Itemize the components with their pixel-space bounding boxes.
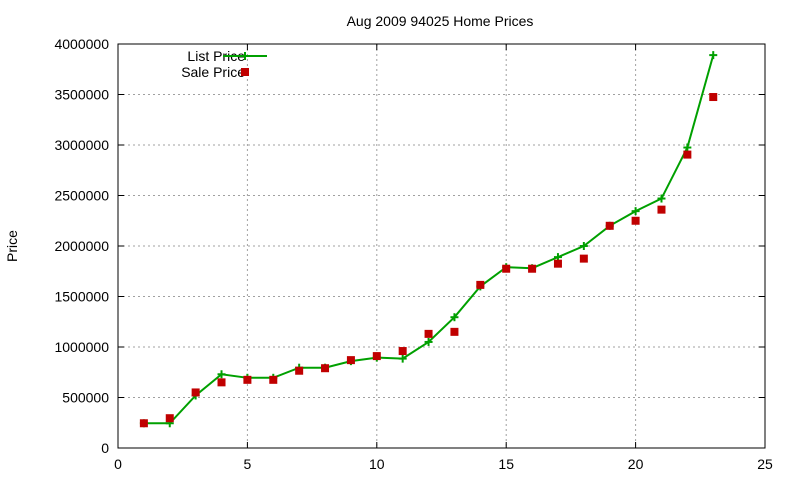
y-tick-label: 3000000 xyxy=(54,137,109,153)
sale-price-point xyxy=(191,388,200,397)
sale-price-point xyxy=(709,93,718,102)
y-tick-label: 500000 xyxy=(62,390,109,406)
list-price-point xyxy=(683,143,692,152)
sale-price-point xyxy=(165,414,174,423)
sale-price-point xyxy=(424,329,433,338)
x-tick-label: 20 xyxy=(628,456,644,472)
sale-price-point xyxy=(139,419,148,428)
axis-ticks xyxy=(117,43,766,449)
legend-label: List Price xyxy=(187,48,245,64)
sale-price-point xyxy=(346,356,355,365)
sale-price-point xyxy=(398,347,407,356)
y-tick-label: 1000000 xyxy=(54,339,109,355)
sale-price-point xyxy=(476,280,485,289)
y-tick-labels: 0 500000 1000000 1500000 2000000 2500000 30000… xyxy=(54,36,109,456)
x-tick-label: 10 xyxy=(369,456,385,472)
sale-price-point xyxy=(631,216,640,225)
y-axis-label: Price xyxy=(4,230,20,262)
list-price-line xyxy=(143,54,715,425)
sale-price-point xyxy=(605,221,614,230)
sale-price-point xyxy=(553,259,562,268)
list-price-point xyxy=(657,194,666,203)
legend-swatch-plus xyxy=(241,52,249,60)
sale-price-point xyxy=(579,254,588,263)
x-tick-label: 0 xyxy=(114,456,122,472)
sale-price-point xyxy=(657,205,666,214)
x-tick-labels: 0 5 10 15 20 25 xyxy=(114,456,773,472)
sale-price-point xyxy=(450,327,459,336)
sale-price-point xyxy=(502,264,511,273)
list-price-point xyxy=(217,370,226,379)
list-price-point xyxy=(424,337,433,346)
sale-price-point xyxy=(321,364,330,373)
series-layer xyxy=(139,51,718,428)
series-list-price xyxy=(139,51,718,428)
grid-lines xyxy=(118,44,765,448)
list-price-point xyxy=(631,207,640,216)
legend-swatch-square xyxy=(241,68,249,76)
y-tick-label: 2000000 xyxy=(54,238,109,254)
sale-price-point xyxy=(243,375,252,384)
sale-price-point xyxy=(372,352,381,361)
y-tick-label: 3500000 xyxy=(54,87,109,103)
x-tick-label: 25 xyxy=(757,456,773,472)
series-sale-price xyxy=(139,93,718,428)
sale-price-point xyxy=(528,264,537,273)
sale-price-point xyxy=(683,150,692,159)
list-price-point xyxy=(398,354,407,363)
x-tick-label: 5 xyxy=(244,456,252,472)
y-tick-label: 2500000 xyxy=(54,188,109,204)
y-tick-label: 0 xyxy=(101,440,109,456)
plot-frame xyxy=(117,43,766,449)
y-tick-label: 4000000 xyxy=(54,36,109,52)
list-price-point xyxy=(709,51,718,60)
chart-title: Aug 2009 94025 Home Prices xyxy=(347,13,534,29)
list-price-point xyxy=(579,242,588,250)
sale-price-point xyxy=(217,378,226,387)
legend-label: Sale Price xyxy=(181,64,245,80)
x-tick-label: 15 xyxy=(498,456,514,472)
y-tick-label: 1500000 xyxy=(54,289,109,305)
sale-price-point xyxy=(269,375,278,384)
sale-price-point xyxy=(295,366,304,375)
list-price-point xyxy=(450,313,459,322)
